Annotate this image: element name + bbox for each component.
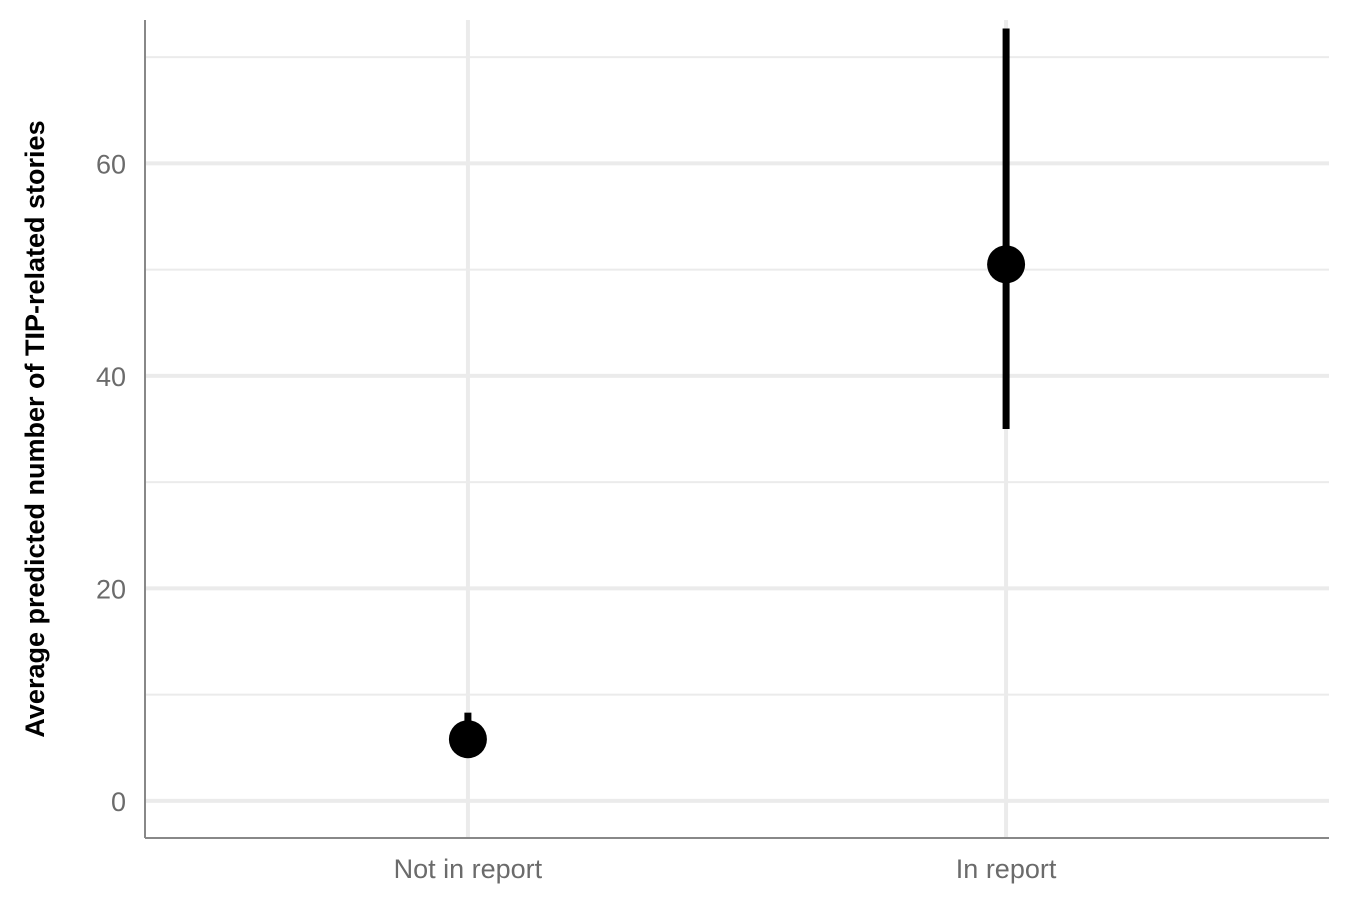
y-tick-label: 0 [111,787,126,817]
x-tick-label: In report [956,854,1057,884]
data-marks [448,28,1026,759]
gridlines [145,20,1329,838]
y-tick-label: 20 [96,574,126,604]
y-tick-label: 40 [96,362,126,392]
x-tick-label: Not in report [394,854,543,884]
y-tick-label: 60 [96,149,126,179]
axes [144,20,1329,839]
x-tick-labels: Not in report In report [394,854,1057,884]
data-point [987,245,1026,284]
y-axis-title: Average predicted number of TIP-related … [20,120,50,737]
y-tick-labels: 0 20 40 60 [96,149,126,816]
data-point [448,720,487,759]
